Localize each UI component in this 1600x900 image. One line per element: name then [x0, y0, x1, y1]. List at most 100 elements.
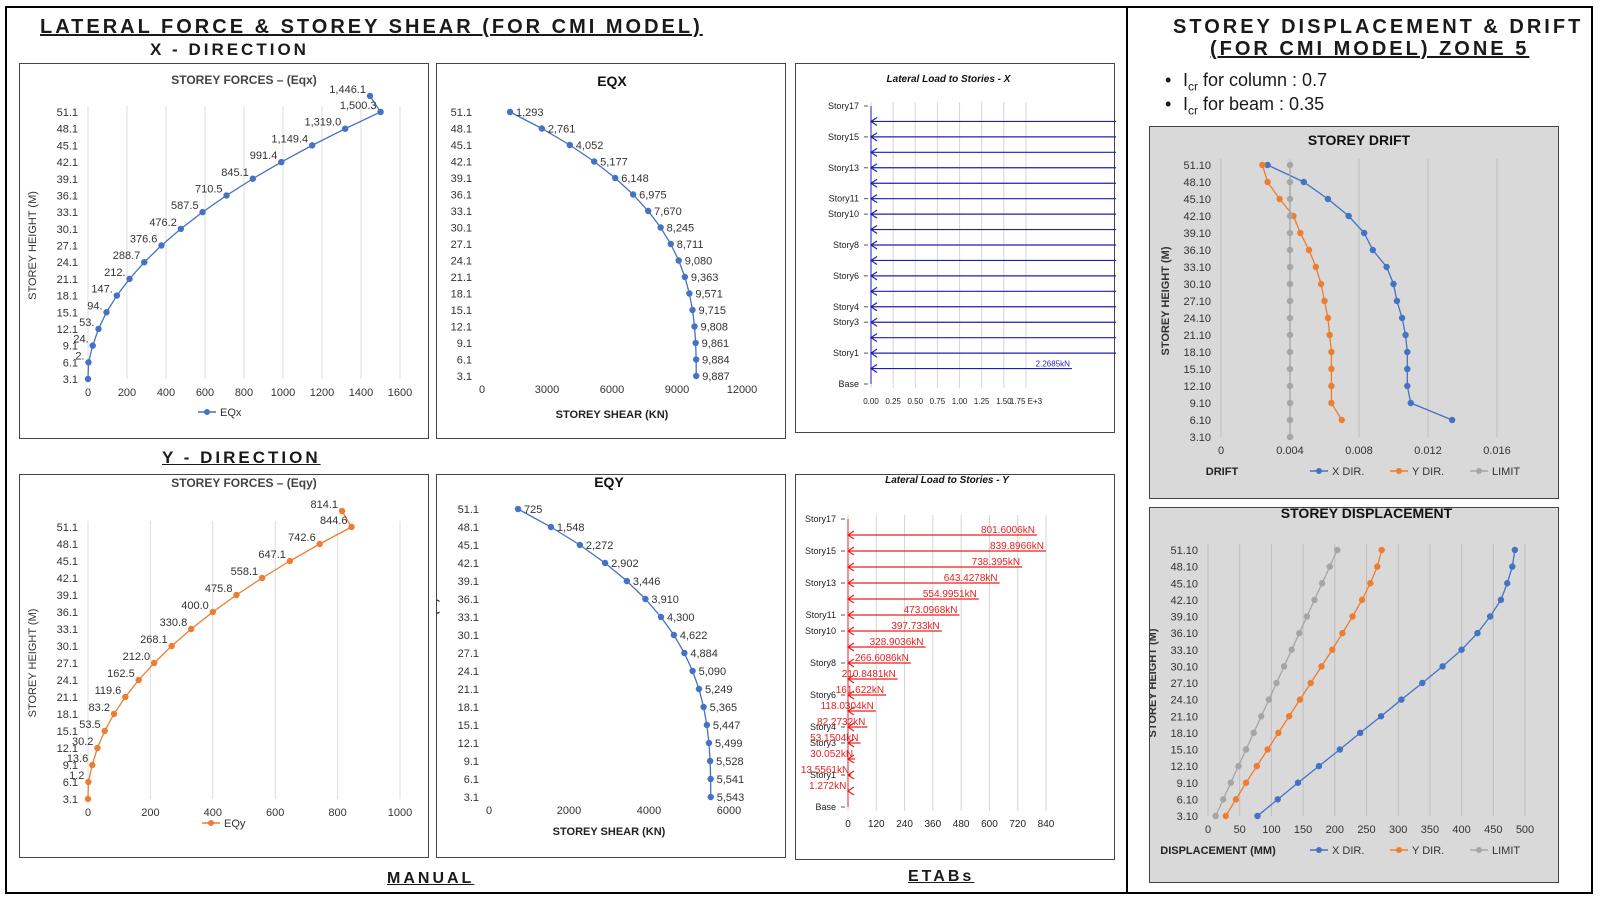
data-point [1374, 563, 1381, 570]
data-point [675, 257, 682, 264]
data-point [1404, 382, 1411, 390]
y-tick-label: 30.1 [57, 224, 78, 236]
chart-eqy-force: STOREY FORCES – (Eqy) 3.1 6.1 9.1 12.1 15.1 18… [27, 476, 412, 830]
chart-eqy-shear-panel: EQY 3.1 6.1 9.1 12.1 15.1 18.1 21.1 24.1 27.1 30.1… [436, 474, 786, 858]
y-tick-label: 15.10 [1183, 364, 1211, 376]
arrow-head [846, 754, 855, 764]
arrow-head [846, 610, 855, 620]
data-point [681, 649, 688, 657]
data-label: 9,080 [685, 256, 713, 268]
data-label: 147. [91, 284, 112, 296]
data-point [1296, 696, 1304, 703]
story-label: Story1 [810, 770, 836, 780]
chart-eqy-force-panel: STOREY FORCES – (Eqy) 3.1 6.1 9.1 12.1 15.1 18… [19, 474, 429, 858]
data-point [1398, 696, 1405, 703]
data-label: 83.2 [89, 702, 110, 714]
data-point [1338, 416, 1345, 424]
legend-label: LIMIT [1492, 466, 1520, 478]
arrow-head [869, 364, 878, 374]
data-point [1390, 280, 1397, 288]
data-point [1288, 646, 1295, 653]
load-label: 473.0968kN [904, 605, 958, 616]
x-tick-label: 600 [981, 819, 998, 830]
arrow-head [869, 333, 878, 343]
data-point [249, 175, 256, 182]
data-point [1286, 416, 1294, 424]
data-point [576, 541, 584, 549]
y-tick-label: 21.10 [1183, 330, 1211, 342]
y-tick-label: 3.10 [1190, 432, 1211, 444]
y-tick-label: 27.1 [57, 241, 78, 253]
story-label: Story11 [806, 610, 836, 620]
x-tick-label: 0.008 [1345, 445, 1373, 457]
load-label: 801.6006kN [981, 525, 1035, 536]
x-tick-label: 9000 [665, 384, 689, 396]
x-tick-label: 0 [479, 384, 485, 396]
data-label: 814.1 [310, 499, 338, 511]
x-tick-label: 1000 [388, 807, 412, 819]
story-label: Story11 [829, 194, 859, 204]
x-tick-label: 3000 [535, 384, 559, 396]
data-point [1377, 713, 1385, 720]
y-tick-label: 36.1 [57, 190, 78, 202]
story-label: Story10 [805, 626, 836, 636]
data-point [695, 685, 703, 693]
y-tick-label: 6.10 [1190, 415, 1211, 427]
y-tick-label: 36.10 [1183, 245, 1211, 257]
data-point [103, 309, 110, 316]
y-tick-label: 27.1 [451, 239, 472, 251]
data-point [700, 703, 707, 711]
x-tick-label: 500 [1516, 824, 1534, 836]
y-tick-label: 15.1 [458, 720, 479, 732]
data-label: 268.1 [140, 634, 168, 646]
y-tick-label: 27.1 [57, 658, 78, 670]
x-tick-label: 450 [1484, 824, 1502, 836]
load-label: 643.4278kN [944, 573, 998, 584]
data-label: 53.5 [79, 719, 100, 731]
y-tick-label: 24.1 [451, 256, 472, 268]
y-tick-label: 48.10 [1183, 177, 1211, 189]
chart-title: Lateral Load to Stories - X [887, 74, 1012, 85]
data-point [1318, 580, 1326, 587]
chart-title: STOREY DRIFT [1308, 132, 1411, 148]
y-axis-label: STOREY HEIGHT (M) [27, 609, 39, 718]
load-label: 210.8481kN [842, 669, 896, 680]
chart-eqy-shear: EQY 3.1 6.1 9.1 12.1 15.1 18.1 21.1 24.1 27.1 30.1… [437, 475, 744, 838]
data-point [84, 375, 92, 383]
x-tick-label: 1200 [310, 387, 334, 399]
data-label: 94. [87, 300, 102, 312]
data-label: 6,975 [639, 190, 667, 202]
data-point [1486, 613, 1494, 620]
data-point [681, 273, 689, 281]
data-label: 710.5 [195, 183, 223, 195]
data-point [258, 574, 266, 582]
data-point [1369, 246, 1376, 254]
y-tick-label: 3.10 [1177, 811, 1198, 823]
data-label: 13.6 [67, 753, 88, 765]
data-point [1329, 646, 1336, 653]
data-point [1336, 746, 1344, 753]
y-tick-label: 48.1 [451, 124, 472, 136]
arrow-head [869, 132, 878, 142]
chart-displacement-panel: STOREY DISPLACEMENT 3.10 6.10 9.10 12.10 15.1… [1149, 507, 1559, 883]
data-label: 4,884 [690, 648, 718, 660]
y-tick-label: 24.1 [57, 675, 78, 687]
data-label: 991.4 [250, 150, 278, 162]
x-tick-label: 200 [118, 387, 136, 399]
x-tick-label: 400 [204, 807, 222, 819]
x-tick-label: 0.016 [1483, 445, 1511, 457]
load-label: 328.9036kN [870, 637, 924, 648]
data-point [1232, 796, 1240, 803]
arrow-head [846, 690, 855, 700]
y-tick-label: 39.10 [1170, 612, 1198, 624]
data-point [84, 795, 92, 803]
y-tick-label: 9.10 [1190, 398, 1211, 410]
y-tick-label: 45.10 [1170, 578, 1198, 590]
y-axis-label: STOREY HEIGHT (M) [437, 598, 440, 707]
data-point [1448, 416, 1456, 424]
data-point [1356, 729, 1364, 737]
x-tick-label: 50 [1234, 824, 1246, 836]
data-point [1328, 382, 1335, 390]
x-tick-label: 400 [157, 387, 175, 399]
arrow-head [846, 770, 855, 780]
